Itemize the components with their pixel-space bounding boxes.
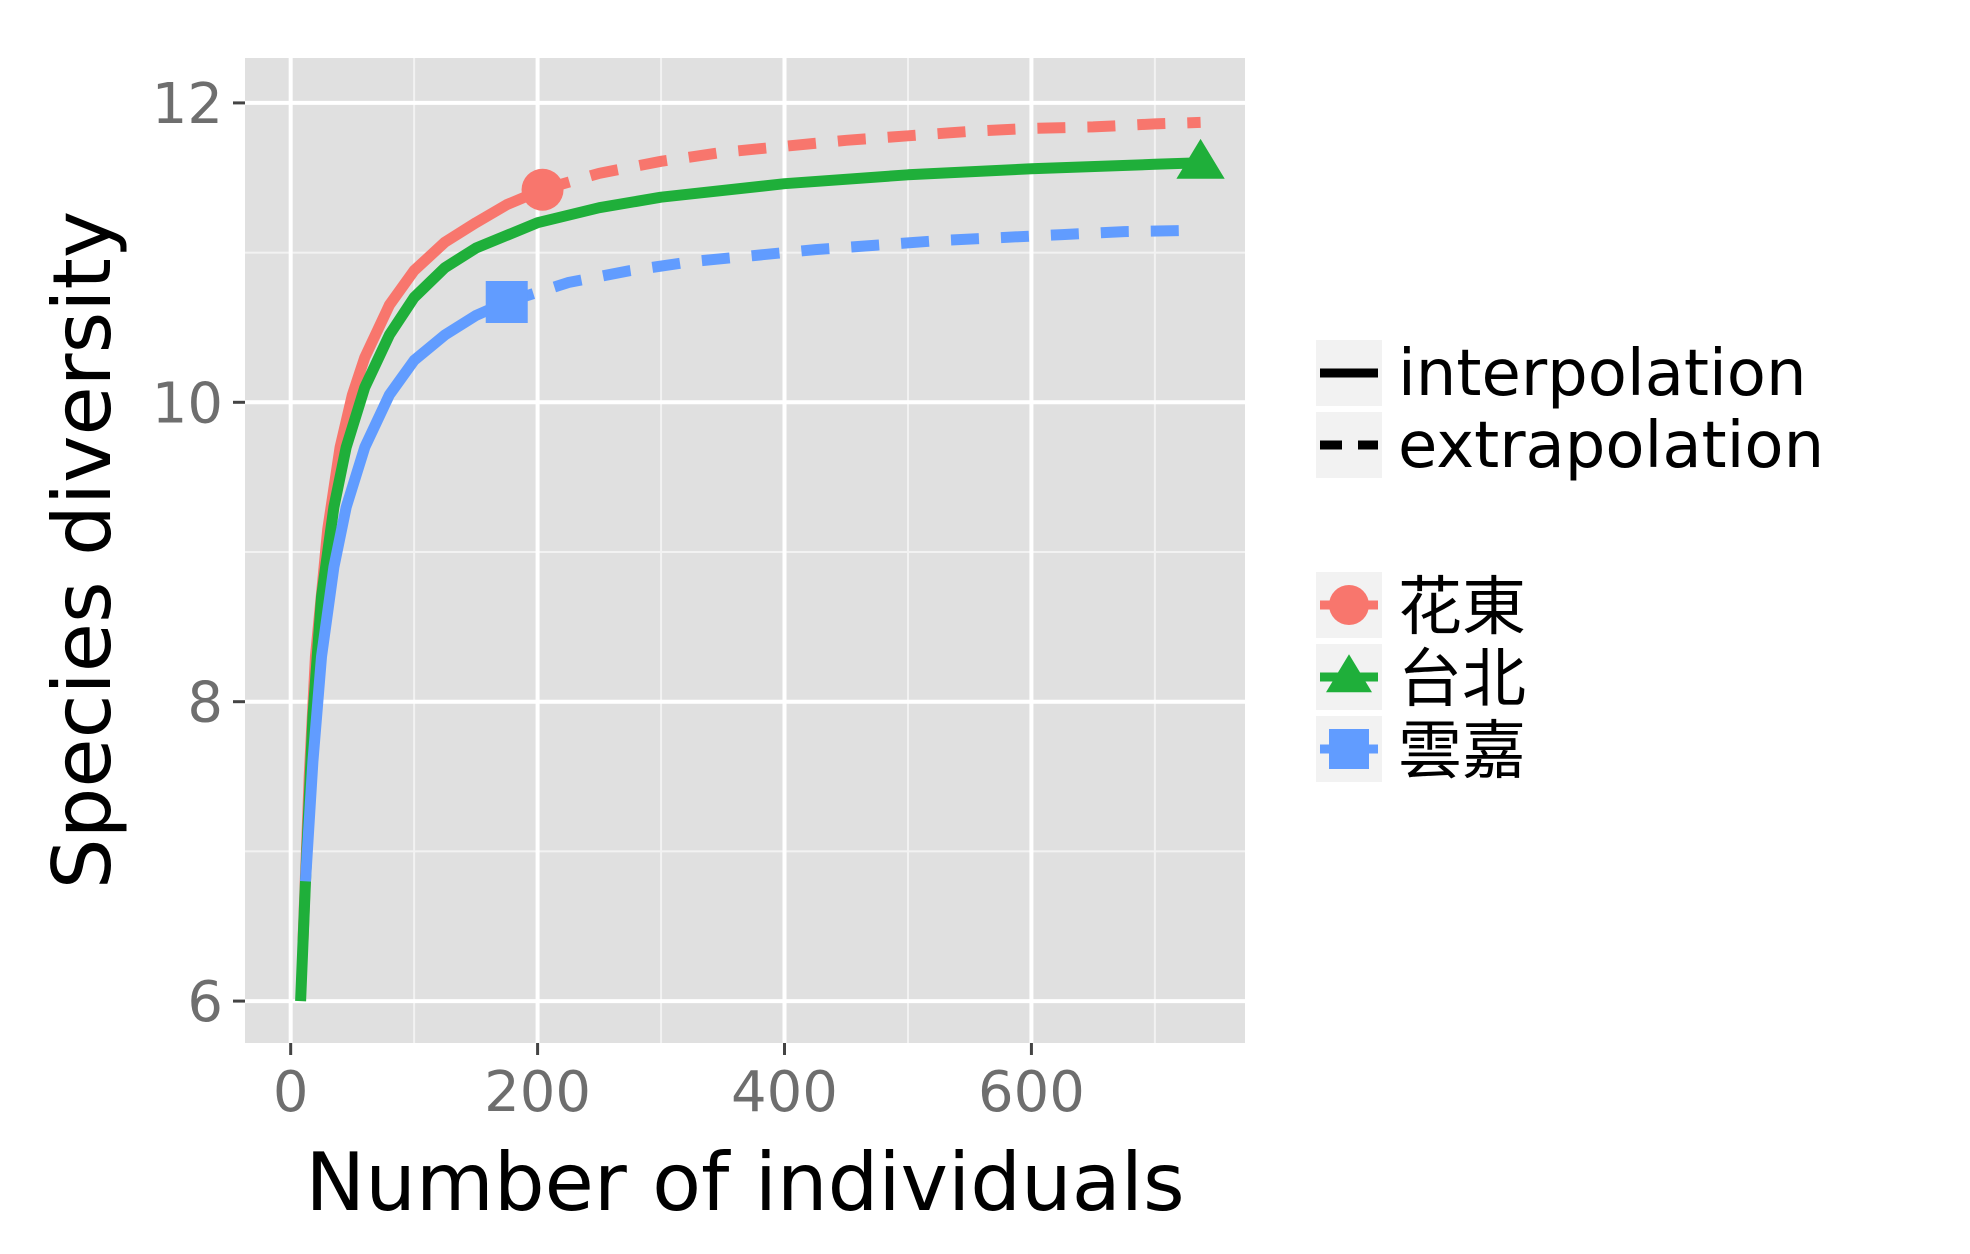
major-gridlines (245, 58, 1245, 1043)
series-layer (295, 116, 1225, 1002)
legend-item-solid: interpolation (1316, 337, 1807, 411)
series-interpolation-line (300, 296, 509, 882)
legend-label: 花東 (1398, 571, 1526, 645)
legend-marker (1329, 729, 1369, 769)
y-tick-label: 10 (152, 371, 223, 436)
series-reference-point (521, 168, 564, 211)
series-台北 (295, 138, 1225, 1002)
series-extrapolation-line (540, 116, 1201, 195)
legend-label: 雲嘉 (1398, 715, 1526, 789)
legend-label: 台北 (1398, 643, 1526, 717)
y-tick-label: 12 (152, 72, 223, 137)
series-interpolation-line (295, 157, 1201, 1002)
series-reference-point (1176, 138, 1225, 179)
y-axis-title: Species diversity (36, 211, 129, 889)
series-extrapolation-line (505, 224, 1201, 308)
x-axis-title: Number of individuals (305, 1136, 1184, 1229)
legend-item-雲嘉: 雲嘉 (1316, 715, 1526, 789)
legend-item-台北: 台北 (1316, 643, 1526, 717)
series-reference-point (485, 281, 528, 324)
series-雲嘉 (300, 224, 1201, 882)
x-tick-label: 600 (978, 1060, 1085, 1125)
plot-panel (245, 58, 1245, 1043)
x-tick-label: 200 (484, 1060, 591, 1125)
legend-item-dashed: extrapolation (1316, 409, 1824, 483)
minor-gridlines (245, 58, 1245, 1043)
axes-layer: 0 200 400 600 6 8 10 12 (152, 72, 1085, 1125)
y-tick-label: 8 (187, 671, 223, 736)
legend-marker (1326, 654, 1372, 693)
legend-label: extrapolation (1398, 409, 1824, 483)
x-tick-label: 400 (731, 1060, 838, 1125)
y-tick-label: 6 (187, 970, 223, 1035)
legend-item-花東: 花東 (1316, 571, 1526, 645)
x-tick-label: 0 (273, 1060, 309, 1125)
legend-marker (1329, 585, 1369, 625)
legend-label: interpolation (1398, 337, 1807, 411)
